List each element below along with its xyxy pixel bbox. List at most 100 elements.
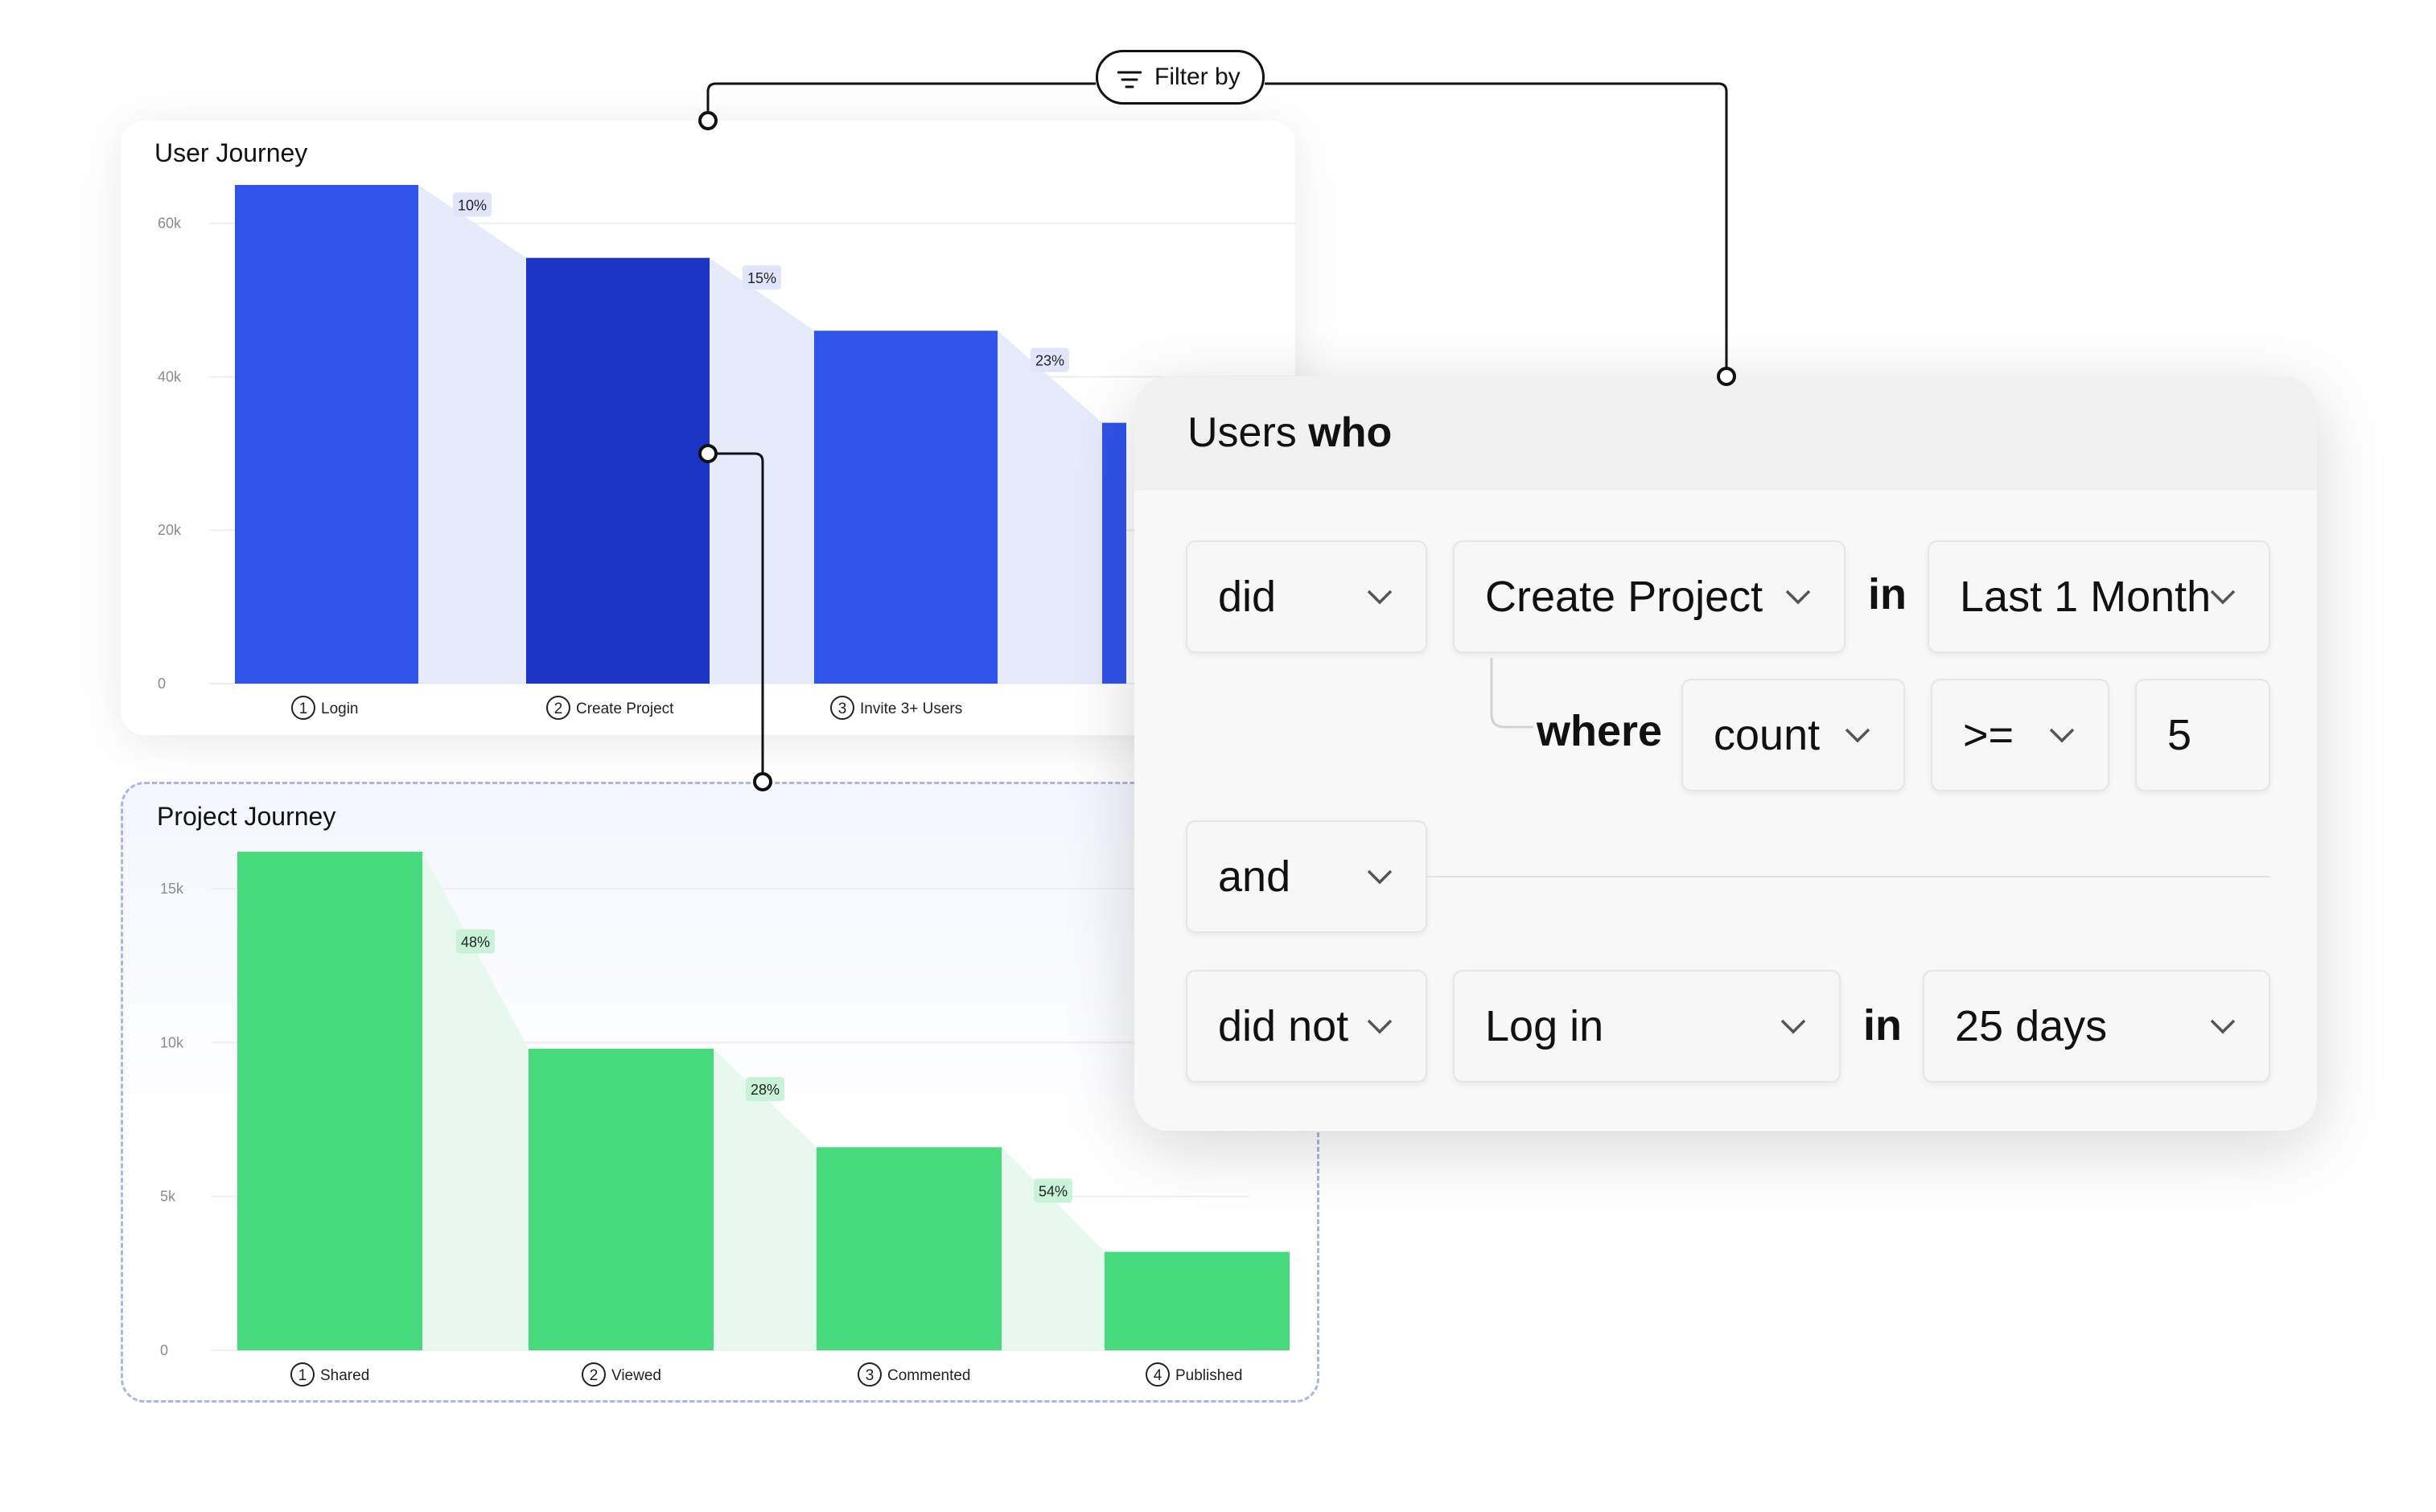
dropoff-area: [998, 331, 1102, 684]
step-number-badge: [291, 696, 315, 720]
user-journey-title: User Journey: [154, 138, 308, 167]
dropoff-area: [422, 852, 529, 1350]
step-number: 2: [554, 701, 563, 717]
dropoff-percent-label: 54%: [1039, 1183, 1068, 1199]
metric-dropdown-label: count: [1714, 711, 1821, 759]
step-number: 3: [866, 1367, 874, 1384]
funnel-bar: [817, 1147, 1002, 1350]
chevron-down-icon: [2049, 728, 2075, 743]
y-tick-label: 5k: [160, 1189, 176, 1205]
y-tick-label: 60k: [158, 216, 182, 232]
y-tick-label: 10k: [160, 1034, 184, 1050]
dropoff-badge: [743, 265, 781, 290]
condition-dropdown-1[interactable]: did: [1186, 540, 1427, 653]
filter-by-button[interactable]: Filter by: [1096, 50, 1265, 105]
chevron-down-icon: [1367, 869, 1393, 885]
y-tick-label: 0: [160, 1342, 168, 1358]
y-tick-label: 15k: [160, 881, 184, 897]
category-label: Login: [321, 701, 359, 717]
step-number-badge: [290, 1362, 315, 1387]
dropoff-badge: [1034, 1178, 1072, 1203]
category-label: Shared: [320, 1367, 369, 1384]
step-number-badge: [546, 696, 570, 720]
step-number: 1: [299, 701, 308, 717]
event-dropdown-2[interactable]: Log in: [1453, 970, 1841, 1083]
project-journey-title: Project Journey: [157, 802, 336, 831]
project-journey-card: 0 5k 10k 15k 48% 28% 54% Shared 1 Viewed 2 Commente…: [121, 782, 1319, 1403]
user-journey-chart: 0 20k 40k 60k 10% 15% 23% Login 1 Create Project 2…: [158, 185, 1295, 720]
joiner-dropdown-label: and: [1218, 853, 1291, 901]
chevron-down-icon: [2210, 590, 2236, 605]
dropoff-percent-label: 48%: [461, 934, 490, 950]
filter-panel: Users who did Create Project in Last 1 M…: [1134, 376, 2317, 1131]
dropoff-badge: [746, 1077, 784, 1102]
chevron-down-icon: [1367, 1019, 1393, 1034]
dropoff-area: [418, 185, 526, 684]
dropoff-badge: [453, 192, 492, 217]
value-input[interactable]: 5: [2135, 679, 2270, 791]
y-tick-label: 0: [158, 676, 166, 692]
dropoff-percent-label: 23%: [1035, 352, 1064, 368]
panel-title-bold: who: [1308, 409, 1393, 456]
dropoff-badge: [1031, 347, 1069, 372]
dropoff-area: [710, 257, 814, 684]
step-number: 4: [1154, 1367, 1162, 1384]
joiner-dropdown[interactable]: and: [1186, 820, 1427, 933]
category-label: Commented: [887, 1367, 971, 1384]
event-dropdown-1-label: Create Project: [1485, 573, 1763, 621]
chevron-down-icon: [1367, 590, 1393, 605]
funnel-bar: [529, 1048, 714, 1350]
funnel-bar: [237, 852, 422, 1350]
y-tick-label: 40k: [158, 368, 182, 384]
dropoff-percent-label: 28%: [751, 1082, 780, 1098]
chevron-down-icon: [1785, 590, 1811, 605]
event-dropdown-2-label: Log in: [1485, 1002, 1604, 1050]
step-number-badge: [830, 696, 854, 720]
chevron-down-icon: [1780, 1019, 1806, 1034]
dropoff-percent-label: 10%: [458, 197, 487, 213]
where-connector-line: [1490, 658, 1533, 729]
funnel-bar: [235, 185, 418, 684]
filter-by-label: Filter by: [1154, 64, 1241, 90]
condition-dropdown-2[interactable]: did not: [1186, 970, 1427, 1083]
joiner-divider: [1427, 876, 2270, 877]
operator-dropdown-label: >=: [1963, 711, 2014, 759]
dropoff-area: [1002, 1147, 1105, 1350]
condition-dropdown-2-label: did not: [1218, 1002, 1349, 1050]
funnel-bar: [1102, 422, 1126, 684]
funnel-bar: [1105, 1251, 1290, 1350]
project-journey-chart: 0 5k 10k 15k 48% 28% 54% Shared 1 Viewed 2 Commente…: [160, 852, 1290, 1387]
category-label: Published: [1175, 1367, 1242, 1384]
funnel-bar: [814, 331, 998, 684]
period-dropdown-2[interactable]: 25 days: [1923, 970, 2270, 1083]
value-input-text: 5: [2167, 711, 2192, 759]
category-label: Invite 3+ Users: [860, 701, 962, 717]
step-number-badge: [1146, 1362, 1170, 1387]
step-number: 1: [298, 1367, 307, 1384]
category-label: Viewed: [611, 1367, 661, 1384]
dropoff-percent-label: 15%: [747, 270, 776, 286]
period-dropdown-1[interactable]: Last 1 Month: [1928, 540, 2270, 653]
panel-title: Users who: [1187, 409, 1392, 457]
panel-header: Users who: [1134, 376, 2317, 490]
where-keyword: where: [1537, 707, 1663, 755]
event-dropdown-1[interactable]: Create Project: [1453, 540, 1846, 653]
step-number-badge: [858, 1362, 882, 1387]
step-number-badge: [582, 1362, 606, 1387]
funnel-bar: [526, 257, 710, 684]
dropoff-area: [714, 1048, 817, 1350]
period-dropdown-2-label: 25 days: [1955, 1002, 2108, 1050]
dropoff-badge: [456, 929, 495, 954]
y-tick-label: 20k: [158, 522, 182, 538]
metric-dropdown[interactable]: count: [1681, 679, 1905, 791]
user-journey-card: 0 20k 40k 60k 10% 15% 23% Login 1 Create Project 2…: [121, 121, 1295, 735]
chevron-down-icon: [1845, 728, 1870, 743]
step-number: 3: [838, 701, 847, 717]
operator-dropdown[interactable]: >=: [1931, 679, 2109, 791]
in-keyword-2: in: [1863, 1001, 1902, 1050]
in-keyword-1: in: [1868, 570, 1907, 618]
period-dropdown-1-label: Last 1 Month: [1960, 573, 2212, 621]
panel-title-prefix: Users: [1187, 409, 1297, 456]
step-number: 2: [590, 1367, 599, 1384]
category-label: Create Project: [576, 701, 674, 717]
